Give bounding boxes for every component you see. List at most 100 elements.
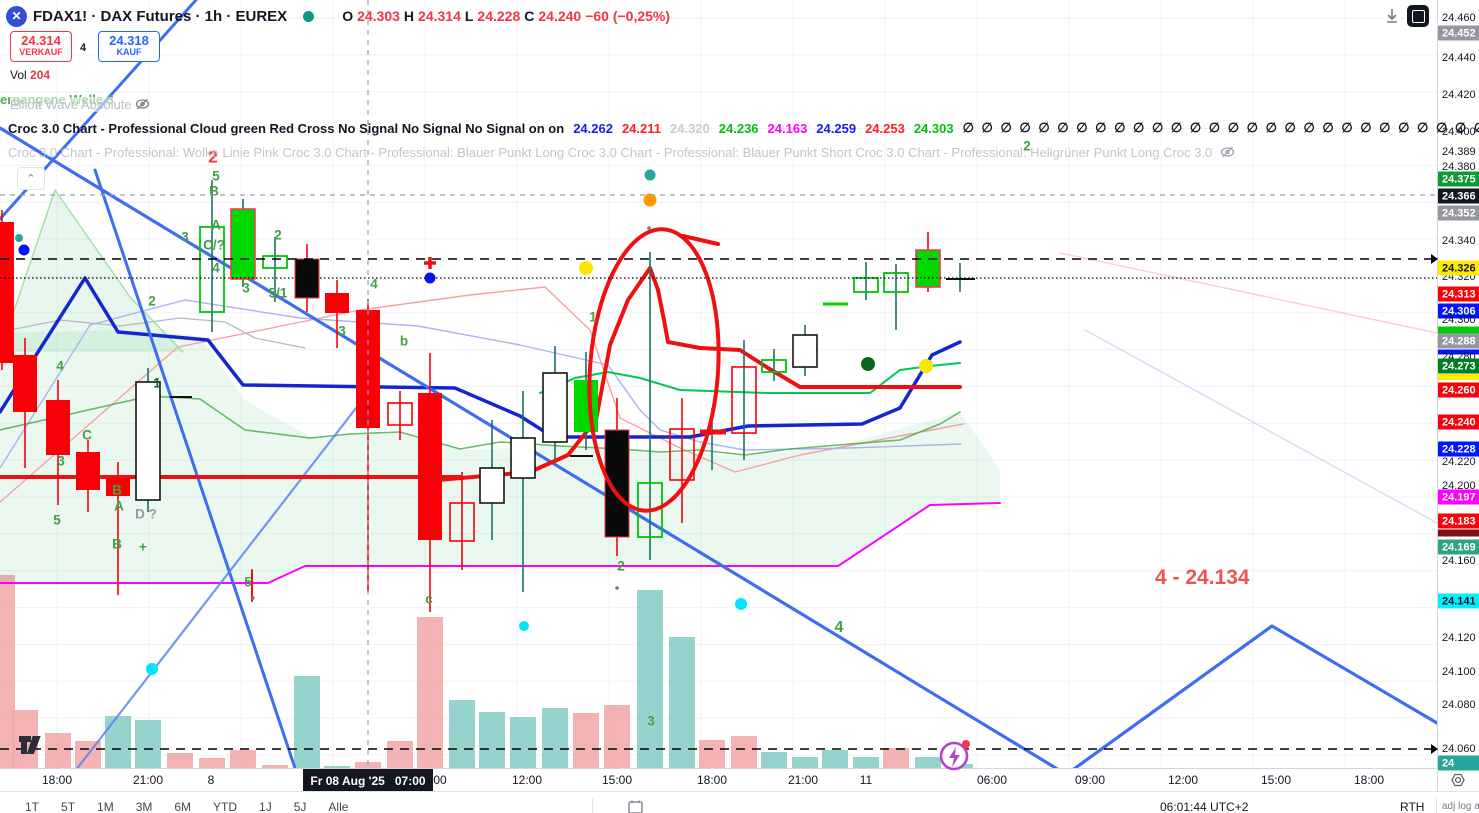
volume-bar [637,590,663,768]
drawn-circle-annotation [681,234,720,246]
symbol-title[interactable]: FDAX1! · DAX Futures · 1h · EUREX [33,7,288,25]
wave-label: B [112,483,122,498]
wave-label: 2 [1023,139,1031,154]
candle-body [356,310,380,428]
indicator-line [1059,252,1437,334]
indicator-legend-croc-hidden[interactable]: Croc 3.0 Chart - Professional: Wolke Lin… [8,145,1235,160]
scale-mode-toggles[interactable]: adj log auto [1442,801,1479,812]
lightning-icon[interactable] [937,739,973,780]
range-button-1j[interactable]: 1J [259,800,272,813]
signal-dot [643,193,657,207]
price-target-note: 4 - 24.134 [1155,566,1250,589]
range-button-1m[interactable]: 1M [97,800,114,813]
time-axis-settings-icon[interactable] [1450,772,1466,791]
cloud-area [0,330,1000,583]
wave-label: 4 [835,619,844,636]
symbol-logo-icon[interactable]: ✕ [6,5,27,27]
symbol-header: ✕ FDAX1! · DAX Futures · 1h · EUREX O 24.… [6,4,670,28]
candle-body [135,381,161,501]
volume-bar [135,720,161,768]
date-range-buttons: 1T 5T 1M 3M 6M YTD 1J 5J Alle [25,800,348,813]
spread-value: 4 [80,42,87,54]
range-button-5j[interactable]: 5J [293,800,307,813]
wave-label: 3 [242,281,250,296]
range-button-1t[interactable]: 1T [25,800,40,813]
time-label: 12:00 [511,773,543,787]
buy-button[interactable]: 24.318 KAUF [98,31,160,62]
calendar-icon[interactable] [628,800,643,813]
eye-off-icon[interactable] [135,97,150,112]
indicator-line [0,126,1059,768]
price-label: 24.300 [1442,314,1476,326]
price-label: 24.060 [1442,743,1476,755]
candle-body [731,366,757,434]
volume-bar [669,637,695,768]
price-label: 24.340 [1442,235,1476,247]
range-button-alle[interactable]: Alle [328,800,349,813]
indicator-title-dimmed: Croc 3.0 Chart - Professional: Wolke Lin… [8,145,1213,160]
wave-label: 4 [212,261,220,276]
price-badge [1438,326,1479,334]
collapse-legend-button[interactable]: ⌃ [17,167,45,190]
signal-dot [735,598,747,610]
signal-dot [861,357,875,371]
candle-body [792,334,818,368]
volume-bar [573,713,599,768]
volume-bar [853,757,879,768]
wave-label: 2 [148,294,156,309]
elliott-wave-legend[interactable]: Elliott Wave Absolute [10,97,155,112]
price-badge: 24.288 [1438,333,1479,349]
price-badge: 24.352 [1438,205,1479,221]
candle-body [853,277,879,293]
range-button-3m[interactable]: 3M [135,800,153,813]
market-status-icon [303,10,315,22]
time-axis[interactable]: Fr 08 Aug '25 07:00 18:00 21:00 8 00 12:00 15:… [0,768,1465,792]
clock[interactable]: 06:01:44 UTC+2 [1160,800,1249,813]
fullscreen-icon[interactable] [1407,5,1429,27]
wave-label: b [400,334,408,349]
price-axis[interactable]: 24.460 24.452 24.440 24.420 24.400 24.389 24.3… [1431,0,1479,791]
volume-bar [542,708,568,768]
range-button-ytd[interactable]: YTD [213,800,238,813]
price-label: 24.380 [1442,161,1476,173]
range-button-5t[interactable]: 5T [61,800,76,813]
candle-body [262,255,288,269]
download-icon[interactable] [1383,7,1401,30]
volume-bar [199,758,225,768]
indicator-line [1072,624,1437,768]
cloud-area [0,190,183,352]
candle-body [106,478,130,496]
price-label: 24.100 [1442,666,1476,678]
wave-label: 5 [212,169,220,184]
range-button-6m[interactable]: 6M [174,800,192,813]
indicator-line [0,276,962,439]
candle-body [294,258,320,299]
volume-bar [387,741,413,768]
session-label[interactable]: RTH [1400,800,1425,813]
wave-label: 3 [181,230,189,245]
indicator-legend-croc[interactable]: Croc 3.0 Chart - Professional Cloud gree… [8,120,1479,136]
wave-label: A [211,218,221,233]
indicator-empty-values: ∅ ∅ ∅ ∅ ∅ ∅ ∅ ∅ ∅ ∅ ∅ ∅ ∅ ∅ ∅ ∅ ∅ ∅ ∅ ∅ … [962,120,1479,135]
sell-button[interactable]: 24.314 VERKAUF [10,31,72,62]
signal-dot [579,261,593,275]
volume-bar [230,750,256,768]
time-label: 18:00 [1353,773,1385,787]
price-label: 24.440 [1442,52,1476,64]
wave-label: C/? [203,238,225,253]
chevron-up-icon: ⌃ [26,173,36,185]
time-label: 18:00 [696,773,728,787]
candle-body [76,452,100,490]
volume-bar [105,716,131,768]
candle-body [510,437,536,479]
tradingview-logo[interactable] [18,733,48,762]
candle-body [46,400,70,455]
wave-label: B [209,184,219,199]
wave-label: c [425,592,433,607]
price-badge: 24.169 [1438,539,1479,555]
price-badge [1438,529,1479,537]
signal-dot [18,244,30,256]
indicator-line [436,266,802,482]
eye-off-icon[interactable] [1220,145,1235,160]
